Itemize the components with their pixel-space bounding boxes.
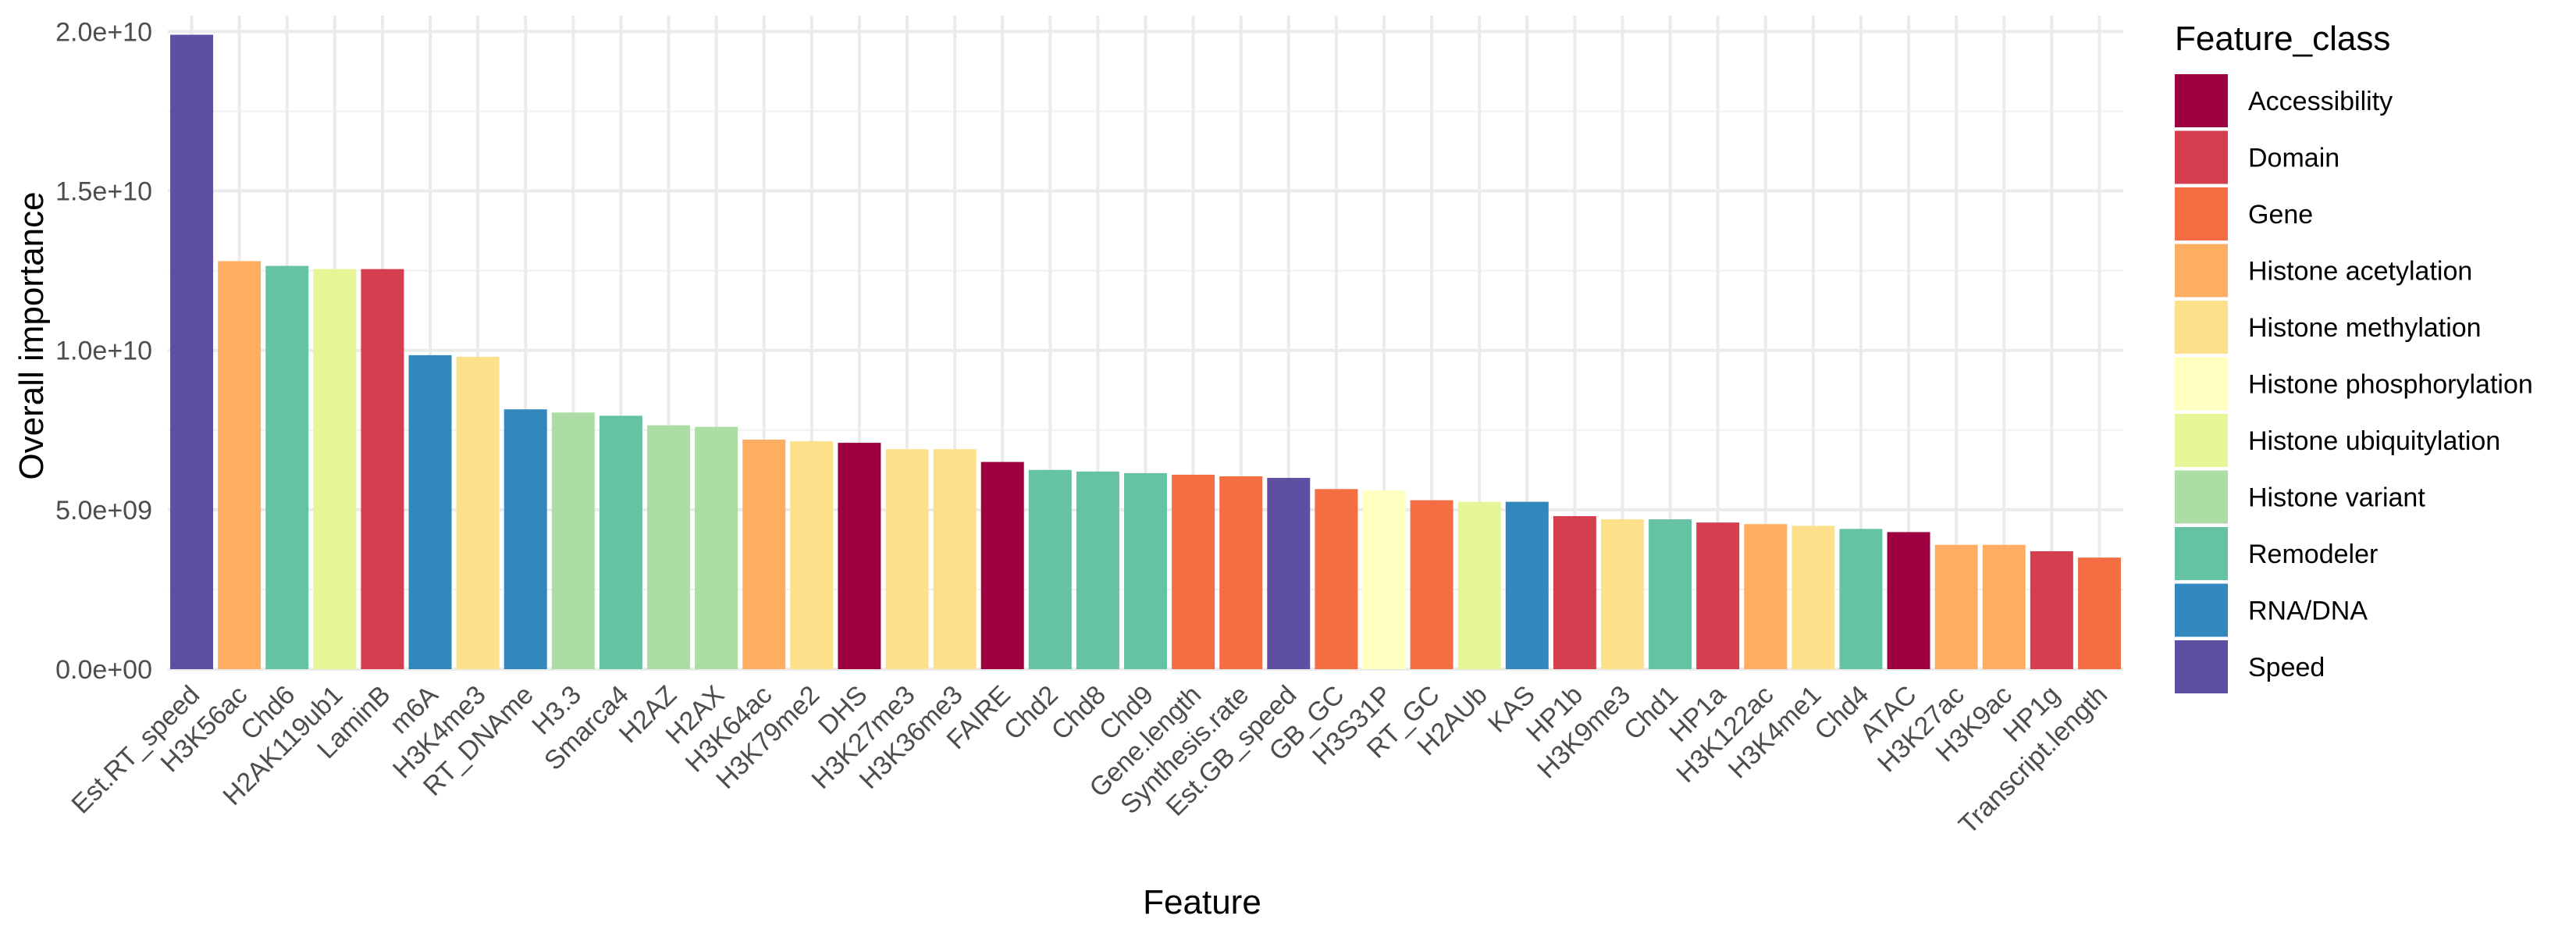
legend-key [2175, 583, 2228, 637]
legend-key [2175, 301, 2228, 354]
bar [1791, 526, 1835, 669]
bar [1839, 529, 1883, 669]
bar [1505, 501, 1549, 669]
bar [408, 354, 452, 669]
bar [456, 356, 500, 669]
bar [218, 261, 262, 669]
legend-label: Gene [2248, 200, 2313, 230]
bar [2030, 550, 2073, 669]
legend-label: Histone acetylation [2248, 257, 2472, 287]
bar [838, 443, 881, 669]
bar [1219, 476, 1263, 669]
bar [1934, 544, 1978, 669]
bar [695, 426, 738, 669]
legend-key [2175, 244, 2228, 297]
bar [361, 269, 404, 670]
bars [170, 34, 2121, 670]
bar [1887, 532, 1930, 669]
legend-key [2175, 527, 2228, 580]
legend-key [2175, 74, 2228, 127]
bar [647, 425, 691, 669]
bar [1028, 469, 1072, 669]
bar [1553, 516, 1596, 669]
legend-key [2175, 130, 2228, 184]
legend-label: Remodeler [2248, 540, 2378, 569]
legend-label: Histone phosphorylation [2248, 370, 2533, 400]
bar [742, 440, 786, 669]
legend-key [2175, 414, 2228, 467]
y-axis: 0.0e+00 5.0e+09 1.0e+10 1.5e+10 2.0e+10 [55, 17, 152, 685]
bar [1362, 490, 1406, 669]
bar [1315, 489, 1358, 669]
legend-key [2175, 357, 2228, 411]
legend-label: Histone methylation [2248, 313, 2482, 343]
bar [503, 409, 547, 669]
bar [1600, 519, 1644, 669]
bar [551, 412, 595, 669]
legend-title: Feature_class [2175, 20, 2390, 58]
bar [170, 34, 214, 670]
legend-label: Histone ubiquitylation [2248, 426, 2500, 456]
bar [1076, 471, 1119, 669]
legend-label: Histone variant [2248, 483, 2425, 513]
bar [1172, 474, 1215, 669]
bar [885, 449, 929, 669]
y-tick-label: 1.0e+10 [55, 337, 152, 366]
y-axis-title: Overall importance [12, 191, 51, 479]
y-tick-label: 2.0e+10 [55, 17, 152, 47]
y-tick-label: 1.5e+10 [55, 177, 152, 207]
bar [980, 461, 1024, 669]
bar [2077, 558, 2121, 669]
legend-key [2175, 470, 2228, 524]
bar [265, 265, 309, 669]
y-tick-label: 0.0e+00 [55, 655, 152, 685]
bar [1457, 501, 1501, 669]
legend-label: RNA/DNA [2248, 597, 2368, 626]
bar [933, 449, 977, 669]
legend-label: Speed [2248, 653, 2325, 682]
bar [1982, 544, 2026, 669]
legend-label: Accessibility [2248, 87, 2393, 116]
bar [790, 441, 834, 669]
bar [1649, 519, 1692, 669]
bar [1696, 522, 1740, 669]
bar [599, 415, 642, 669]
legend-label: Domain [2248, 144, 2339, 173]
legend: Feature_class Accessibility Domain Gene His… [2175, 20, 2533, 693]
x-axis-title: Feature [1143, 883, 1261, 921]
y-tick-label: 5.0e+09 [55, 496, 152, 526]
bar [313, 269, 357, 670]
bar [1744, 524, 1788, 669]
bar [1267, 478, 1311, 669]
legend-key [2175, 187, 2228, 240]
bar [1410, 500, 1453, 669]
bar [1124, 472, 1167, 669]
legend-key [2175, 640, 2228, 693]
